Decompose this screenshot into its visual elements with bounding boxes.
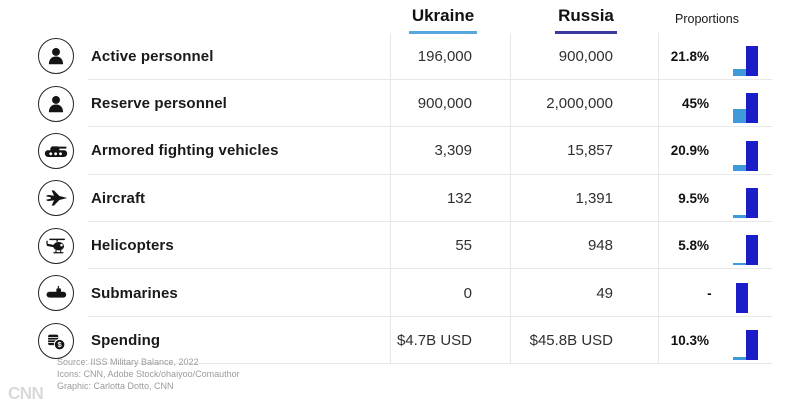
soldier-icon [38, 85, 74, 122]
russia-bar [746, 235, 758, 266]
column-header-russia: Russia [510, 6, 662, 34]
ukraine-bar [733, 164, 746, 171]
russia-header-label: Russia [555, 6, 617, 34]
table-row: Active personnel 196,000 900,000 21.8% [0, 33, 800, 81]
column-divider [390, 33, 391, 364]
ukraine-bar [733, 357, 746, 361]
proportion-bar-chart [733, 93, 758, 124]
row-label: Submarines [91, 284, 178, 302]
russia-value: 49 [596, 284, 613, 302]
russia-value: 1,391 [575, 189, 613, 207]
russia-bar [746, 140, 758, 171]
russia-bar [746, 93, 758, 124]
ukraine-value: 196,000 [417, 47, 472, 65]
ukraine-value: 900,000 [417, 95, 472, 113]
ukraine-bar [733, 215, 746, 219]
ukraine-bar [733, 109, 746, 124]
row-label: Active personnel [91, 47, 214, 65]
svg-text:$: $ [58, 340, 63, 349]
row-label: Reserve personnel [91, 95, 227, 113]
ukraine-bar [733, 68, 746, 76]
helicopter-icon [38, 227, 74, 264]
soldier-icon [38, 38, 74, 75]
ukraine-header-label: Ukraine [408, 6, 478, 34]
row-label: Spending [91, 332, 161, 350]
proportion-value: 9.5% [678, 190, 709, 206]
table-row: $ Spending $4.7B USD $45.8B USD 10.3% [0, 317, 800, 365]
russia-bar [735, 282, 748, 313]
proportion-value: 20.9% [670, 143, 709, 159]
tank-icon [38, 132, 74, 169]
proportion-bar-chart [733, 330, 758, 361]
ukraine-bar [733, 263, 746, 266]
proportion-value: 21.8% [670, 48, 709, 64]
ukraine-value: 3,309 [434, 142, 472, 160]
russia-value: $45.8B USD [529, 332, 613, 350]
submarine-icon [38, 275, 74, 312]
russia-value: 2,000,000 [546, 95, 613, 113]
ukraine-value: $4.7B USD [396, 332, 472, 350]
column-divider [510, 33, 511, 364]
russia-bar [746, 188, 758, 219]
row-label: Aircraft [91, 189, 146, 207]
proportion-bar-chart [733, 188, 758, 219]
table-row: Submarines 0 49 - [0, 269, 800, 318]
table-row: Helicopters 55 948 5.8% [0, 222, 800, 270]
row-label: Armored fighting vehicles [91, 142, 279, 160]
proportion-bar-chart [733, 45, 758, 76]
ukraine-value: 55 [455, 237, 472, 255]
russia-value: 948 [587, 237, 613, 255]
fighter-jet-icon [38, 180, 74, 217]
cnn-logo: CNN [8, 383, 44, 404]
proportion-value: 10.3% [670, 333, 709, 349]
table-row: Aircraft 132 1,391 9.5% [0, 175, 800, 223]
russia-bar [746, 330, 758, 361]
ukraine-value: 0 [463, 284, 472, 302]
russia-bar [746, 45, 758, 76]
proportion-bar-chart [733, 235, 758, 266]
icons-credit-line: Icons: CNN, Adobe Stock/ohaiyoo/Comautho… [57, 368, 240, 379]
ukraine-value: 132 [446, 189, 472, 207]
graphic-credit-line: Graphic: Carlotta Dotto, CNN [57, 380, 174, 391]
table-row: Reserve personnel 900,000 2,000,000 45% [0, 80, 800, 128]
comparison-table: Active personnel 196,000 900,000 21.8% [0, 33, 800, 365]
russia-value: 900,000 [558, 47, 613, 65]
proportion-bar-chart [733, 140, 758, 171]
column-header-proportions: Proportions [675, 12, 739, 26]
column-header-ukraine: Ukraine [383, 6, 503, 34]
proportion-value: 5.8% [678, 238, 709, 254]
column-divider [658, 33, 659, 364]
table-row: Armored fighting vehicles 3,309 15,857 2… [0, 127, 800, 176]
row-label: Helicopters [91, 237, 174, 255]
proportion-value: - [707, 285, 712, 301]
russia-value: 15,857 [567, 142, 613, 160]
source-line: Source: IISS Military Balance, 2022 [57, 357, 199, 367]
proportion-value: 45% [681, 96, 709, 112]
money-icon: $ [38, 322, 74, 359]
proportion-bar-chart [735, 282, 758, 313]
footer-credits: Source: IISS Military Balance, 2022 Icon… [57, 357, 240, 392]
